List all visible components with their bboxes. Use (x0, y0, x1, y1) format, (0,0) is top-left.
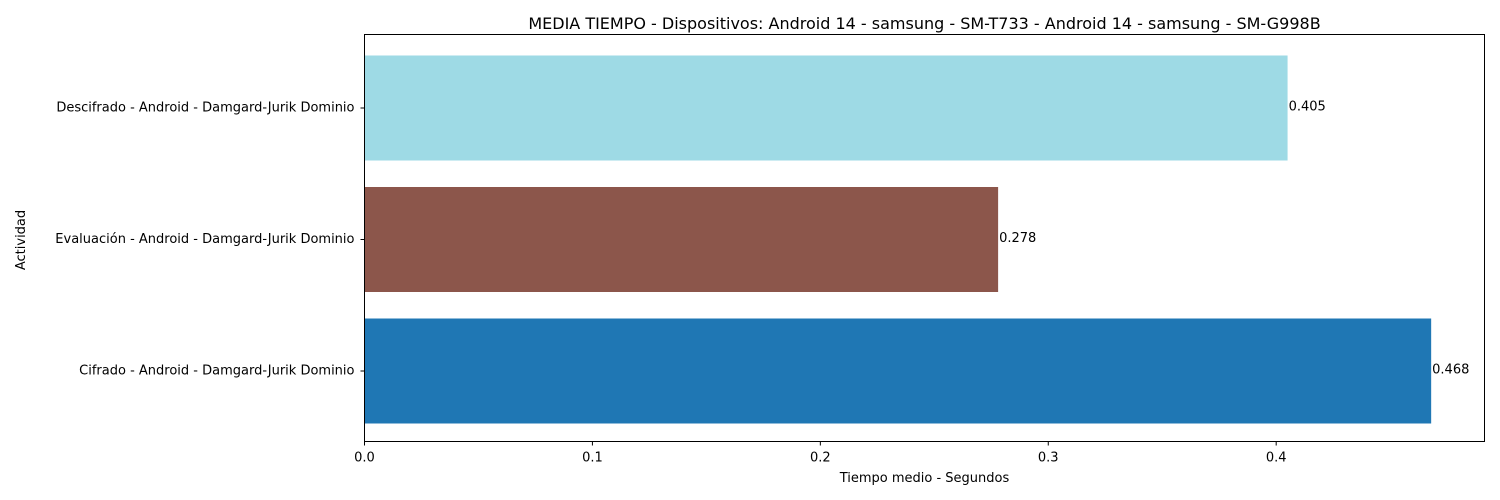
x-axis-ticks: 0.0 0.1 0.2 0.3 0.4 (354, 441, 1287, 466)
x-tick-label: 0.2 (810, 451, 831, 466)
y-axis-label: Actividad (14, 210, 29, 270)
y-tick-label: Cifrado - Android - Damgard-Jurik Domini… (79, 364, 354, 379)
bar (364, 187, 999, 292)
x-tick-label: 0.1 (582, 451, 603, 466)
value-labels-group: 0.468 0.278 0.405 (999, 100, 1469, 378)
bar-value-label: 0.468 (1432, 363, 1469, 378)
bar-value-label: 0.278 (999, 231, 1036, 246)
x-axis-label: Tiempo medio - Segundos (839, 471, 1010, 486)
y-axis-ticks: Cifrado - Android - Damgard-Jurik Domini… (55, 101, 365, 379)
bar-value-label: 0.405 (1289, 100, 1326, 115)
y-tick-label: Descifrado - Android - Damgard-Jurik Dom… (56, 101, 354, 116)
chart-title: MEDIA TIEMPO - Dispositivos: Android 14 … (528, 14, 1320, 33)
x-tick-label: 0.0 (354, 451, 375, 466)
y-tick-label: Evaluación - Android - Damgard-Jurik Dom… (55, 232, 354, 247)
x-tick-label: 0.4 (1266, 451, 1287, 466)
x-tick-label: 0.3 (1038, 451, 1059, 466)
plot-area-frame (364, 34, 1485, 442)
bar (364, 55, 1288, 161)
bars-group (364, 55, 1432, 424)
bar (364, 318, 1432, 424)
